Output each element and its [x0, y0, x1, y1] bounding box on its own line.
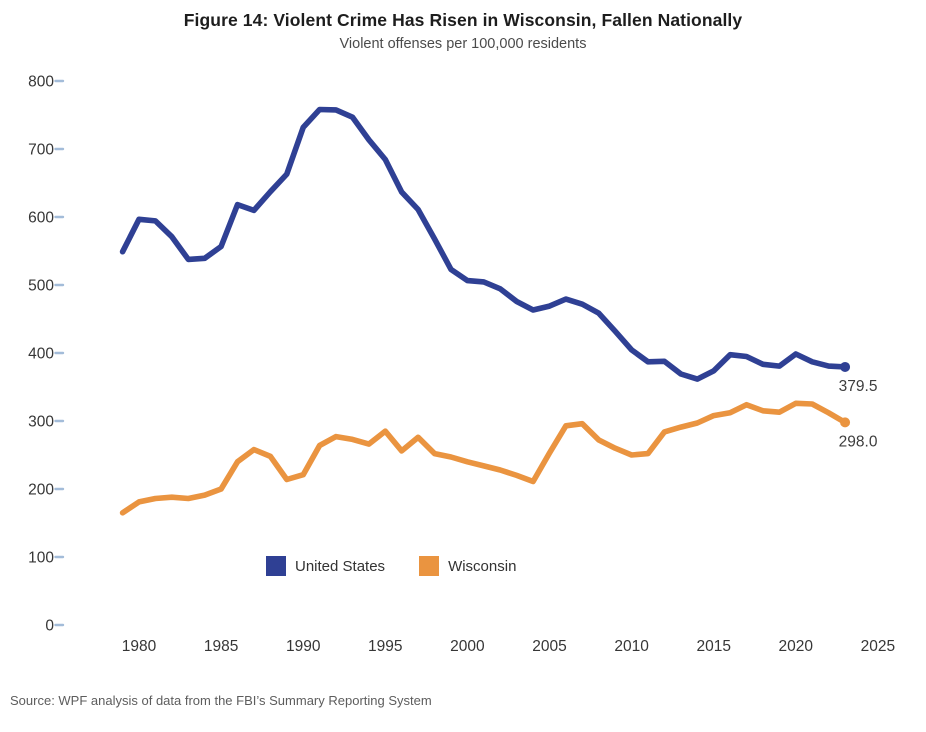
united-states-end-value-label: 379.5 — [839, 378, 878, 395]
x-axis-tick-label: 1995 — [368, 638, 402, 655]
chart-legend: United States Wisconsin — [266, 556, 516, 576]
wisconsin-legend-label: Wisconsin — [448, 557, 517, 575]
y-axis-tick-label: 500 — [28, 278, 54, 295]
y-axis-tick-label: 600 — [28, 210, 54, 227]
x-axis-tick-label: 2020 — [779, 638, 814, 655]
x-axis-tick-label: 1990 — [286, 638, 321, 655]
y-axis-tick-label: 200 — [28, 482, 54, 499]
y-axis-tick-label: 300 — [28, 414, 54, 431]
united-states-end-dot — [840, 361, 851, 372]
x-axis-tick-label: 2000 — [450, 638, 485, 655]
y-axis-tick-label: 700 — [28, 142, 54, 159]
legend-item-united-states: United States — [266, 556, 385, 576]
y-axis-tick-label: 100 — [28, 550, 54, 567]
x-axis-tick-label: 2015 — [696, 638, 730, 655]
united-states-legend-swatch — [266, 556, 286, 576]
figure-title: Figure 14: Violent Crime Has Risen in Wi… — [183, 10, 743, 30]
x-axis-tick-label: 2005 — [532, 638, 566, 655]
x-axis-tick-label: 1985 — [204, 638, 238, 655]
x-axis-tick-label: 2025 — [861, 638, 895, 655]
y-axis-tick-label: 0 — [45, 618, 54, 635]
y-axis-tick-label: 800 — [28, 74, 54, 91]
wisconsin-legend-swatch — [419, 556, 440, 576]
wisconsin-end-value-label: 298.0 — [839, 433, 878, 450]
y-axis-tick-label: 400 — [28, 346, 54, 363]
source-note: Source: WPF analysis of data from the FB… — [10, 693, 432, 708]
x-axis-tick-label: 2010 — [614, 638, 649, 655]
legend-item-wisconsin: Wisconsin — [419, 556, 516, 576]
united-states-line — [119, 106, 848, 382]
united-states-legend-label: United States — [295, 557, 386, 575]
x-axis-tick-label: 1980 — [122, 638, 157, 655]
figure-subtitle: Violent offenses per 100,000 residents — [339, 36, 587, 52]
wisconsin-end-dot — [840, 417, 851, 428]
wisconsin-line — [119, 400, 848, 516]
